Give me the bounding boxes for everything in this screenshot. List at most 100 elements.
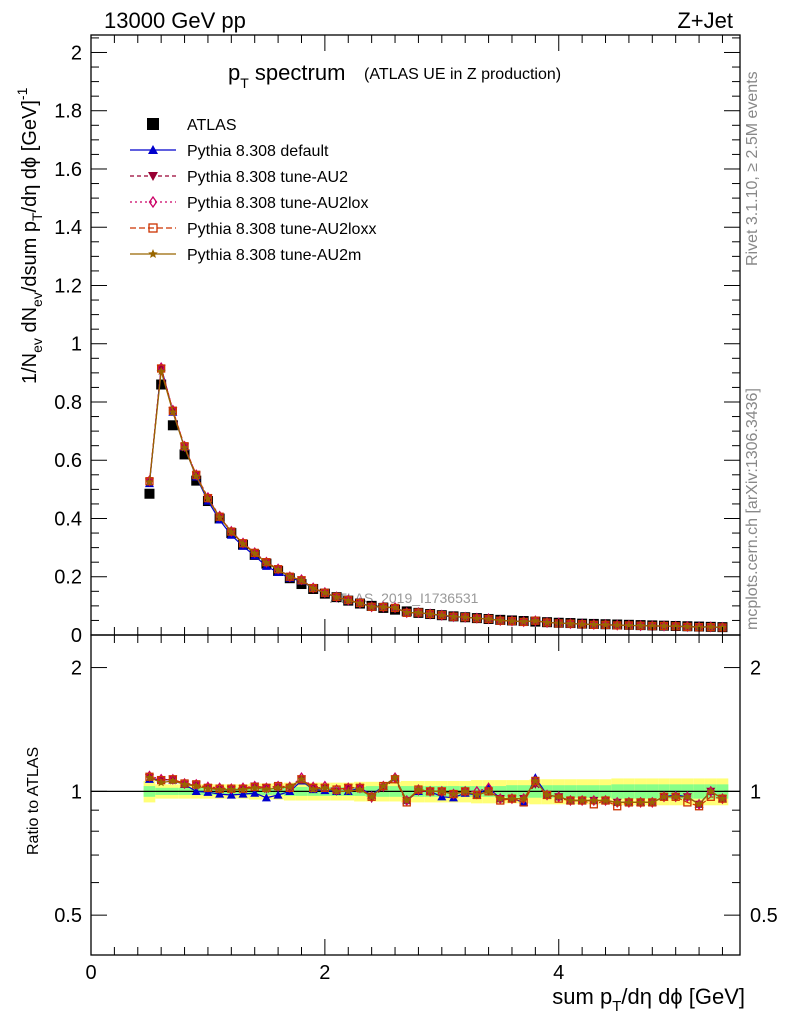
ratio-y-tick-label-right: 2	[750, 658, 761, 680]
ratio-point	[472, 790, 482, 799]
marker-star	[718, 794, 727, 803]
data-point	[472, 613, 482, 622]
data-point	[332, 591, 341, 603]
data-point	[344, 596, 353, 605]
legend-label: ATLAS	[187, 117, 237, 134]
data-point	[437, 610, 447, 619]
ratio-point	[332, 786, 341, 795]
ratio-frame	[90, 634, 741, 956]
data-point	[519, 617, 528, 626]
y-tick-label: 1.2	[54, 275, 82, 297]
ratio-point	[671, 792, 680, 801]
marker-star	[437, 786, 447, 795]
legend-marker	[148, 223, 158, 233]
marker-star	[624, 797, 634, 806]
y-tick-label: 1	[71, 334, 82, 356]
ratio-point	[648, 797, 657, 806]
legend-entry: Pythia 8.308 tune-AU2m	[130, 247, 361, 264]
ratio-point	[356, 782, 364, 794]
marker-star	[496, 615, 505, 625]
y-tick-label: 0.6	[54, 450, 82, 472]
marker-star	[402, 796, 411, 805]
series-line	[148, 368, 723, 628]
ratio-point	[612, 797, 622, 806]
ratio-point	[577, 796, 587, 805]
data-point	[215, 512, 224, 521]
marker-triangle-up	[191, 786, 201, 795]
ratio-point	[449, 789, 458, 798]
marker-square	[156, 379, 167, 390]
marker-star	[379, 781, 388, 790]
data-point	[390, 603, 400, 612]
marker-star	[203, 494, 213, 503]
data-point	[145, 477, 154, 486]
data-point	[274, 563, 283, 575]
marker-star	[148, 249, 158, 258]
ratio-point	[659, 792, 669, 801]
ratio-point	[215, 785, 224, 794]
marker-star	[203, 784, 213, 793]
marker-star	[589, 796, 599, 805]
data-point	[507, 616, 517, 625]
ratio-point	[180, 777, 189, 790]
data-point	[484, 614, 493, 623]
marker-star	[250, 783, 259, 792]
data-point	[238, 539, 248, 548]
marker-star	[332, 592, 341, 601]
data-point	[624, 620, 634, 629]
marker-diamond-open	[472, 612, 481, 624]
marker-star	[367, 792, 376, 801]
marker-star	[156, 778, 166, 787]
marker-star	[250, 548, 259, 558]
data-point	[496, 615, 505, 625]
marker-star	[180, 443, 189, 452]
marker-star	[601, 620, 610, 629]
data-point	[332, 592, 341, 601]
marker-star	[192, 781, 201, 790]
marker-square	[191, 475, 202, 486]
ratio-point	[320, 783, 330, 792]
marker-star	[297, 774, 306, 783]
ratio-y-tick-label-left: 0.5	[54, 905, 82, 927]
x-tick-label: 0	[85, 962, 96, 984]
ratio-point	[484, 786, 493, 795]
ratio-point	[227, 785, 236, 794]
ratio-point	[226, 790, 236, 799]
ratio-point	[367, 792, 376, 801]
marker-star	[648, 797, 657, 806]
marker-star	[484, 614, 493, 623]
legend-label: Pythia 8.308 tune-AU2loxx	[187, 221, 376, 238]
marker-star	[180, 779, 189, 788]
ratio-point	[601, 796, 610, 805]
marker-star	[437, 610, 447, 619]
data-point	[683, 622, 692, 631]
marker-star	[694, 799, 704, 808]
ratio-point	[227, 783, 236, 795]
data-point	[367, 602, 376, 611]
data-point	[167, 420, 178, 431]
marker-star	[273, 565, 283, 574]
ratio-point	[168, 773, 177, 785]
ratio-y-tick-label-right: 1	[750, 781, 761, 803]
ratio-point	[308, 785, 318, 794]
legend-marker	[147, 118, 159, 130]
marker-triangle-down	[148, 172, 158, 181]
marker-star	[227, 527, 236, 536]
marker-star	[601, 796, 610, 805]
series-line	[148, 366, 723, 628]
marker-star	[192, 471, 201, 480]
marker-star	[297, 575, 306, 584]
ratio-point	[145, 773, 154, 782]
data-point	[156, 379, 167, 390]
title-sub-t: T	[240, 75, 249, 91]
marker-star	[531, 776, 540, 785]
marker-star	[379, 602, 388, 611]
series-5	[145, 366, 727, 632]
marker-star	[414, 608, 423, 617]
header-energy: 13000 GeV pp	[104, 8, 246, 33]
marker-diamond-open	[274, 780, 283, 792]
data-point	[425, 609, 435, 618]
marker-diamond-open	[356, 782, 364, 794]
ratio-point	[262, 782, 271, 794]
x-tick-label: 4	[553, 962, 564, 984]
